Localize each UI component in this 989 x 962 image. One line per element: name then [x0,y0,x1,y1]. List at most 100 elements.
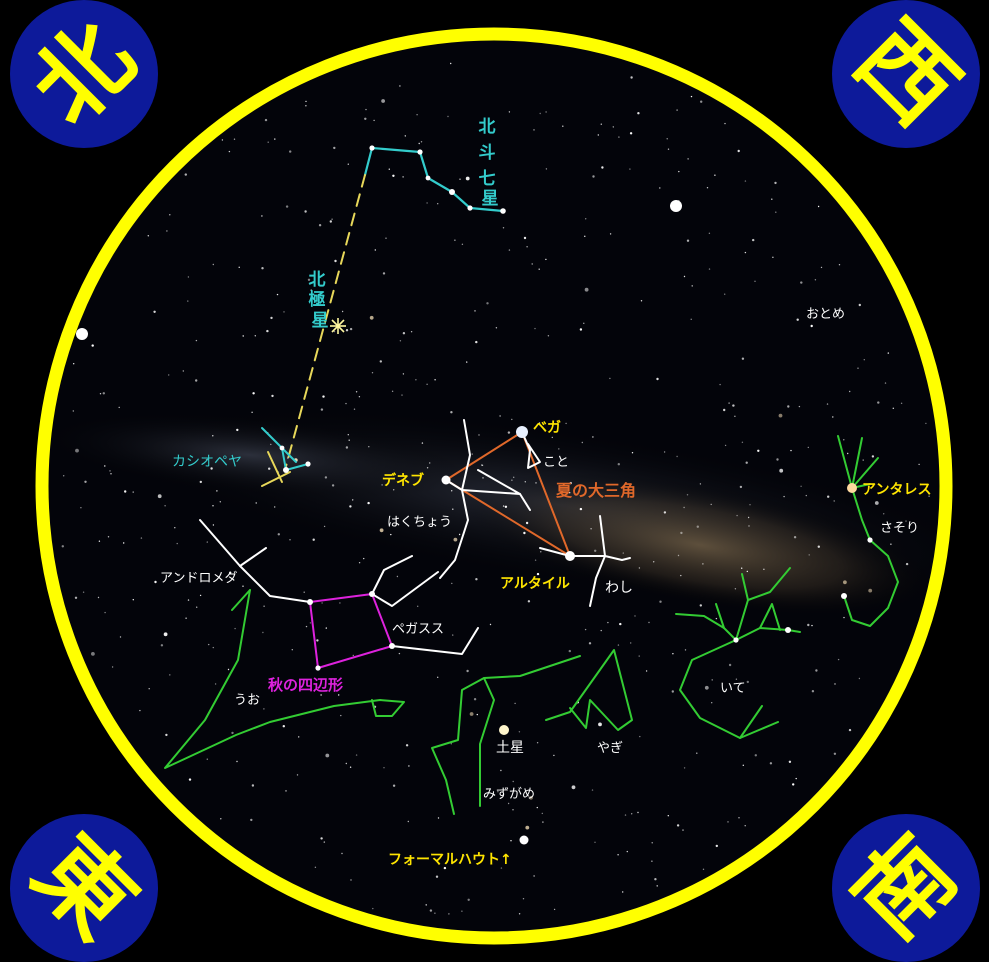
background-star [558,448,560,450]
background-star [391,390,394,392]
sagittarius-star [785,627,791,633]
background-star [683,506,685,509]
background-star [227,668,230,671]
background-star [212,646,214,649]
background-star [727,821,729,823]
background-star [523,531,526,535]
background-star [482,477,484,479]
square-star [307,599,313,605]
background-star [426,383,428,385]
background-star [164,505,166,507]
background-star [305,105,307,107]
background-star [212,505,214,507]
background-star [533,129,535,131]
background-star [341,310,344,313]
background-star [196,606,198,608]
background-star [374,249,376,251]
background-star [355,391,358,393]
background-star [622,891,624,893]
background-star [651,842,653,844]
background-star [233,138,236,140]
background-star [415,379,417,381]
background-star [168,374,170,376]
background-star [500,769,502,772]
background-star [206,541,208,543]
background-star [123,542,125,544]
background-star [810,324,813,328]
background-star [262,631,264,634]
background-star [569,481,572,485]
background-star [691,285,693,287]
andromeda-label: アンドロメダ [160,571,237,586]
bright-star [670,200,682,212]
background-star [638,655,640,657]
background-star [216,490,218,492]
background-star [236,428,239,432]
polaris-label: 北 極 星 [309,270,332,331]
background-star [437,203,439,205]
background-star [539,112,541,115]
background-star [711,679,713,681]
background-star [268,467,271,470]
background-star [398,652,401,655]
background-star [569,492,571,494]
background-star [459,178,461,180]
background-star [683,275,686,278]
background-star [724,293,726,295]
background-star [827,495,830,498]
pegasus-line [391,627,479,655]
background-star [502,227,505,229]
background-star [448,913,450,915]
background-star [289,150,292,153]
background-star [524,481,526,483]
background-star [402,373,405,375]
background-star [310,289,312,291]
background-star [538,422,541,424]
background-star [467,898,470,901]
background-star [512,809,514,811]
background-star [597,134,599,136]
bright-star [76,328,88,340]
cassiopeia-star [283,467,289,473]
background-star [594,549,597,552]
background-star [538,268,540,270]
background-star [98,540,101,542]
summer-triangle-line [445,431,571,557]
background-star [624,814,627,816]
background-star [800,281,803,284]
background-star [242,335,244,337]
background-star [407,820,409,823]
background-star [404,135,406,137]
background-star [739,485,743,489]
background-star [699,483,702,485]
background-star [465,176,470,181]
background-star [437,817,440,819]
background-star [663,451,666,453]
background-star [667,148,670,150]
scorpius-line [837,435,853,489]
background-star [702,868,705,870]
background-star [648,621,650,624]
cassiopeia-line [261,471,291,487]
capricornus-label: やぎ [597,741,623,756]
background-star [708,232,711,234]
background-star [631,452,634,454]
background-star [736,514,738,517]
background-star [147,235,149,237]
background-star [545,168,548,170]
background-star [508,111,511,113]
background-star [61,545,64,548]
background-star [251,784,255,787]
background-star [91,344,94,347]
vega-label: ベガ [533,420,561,436]
background-star [320,694,322,696]
big-dipper-label-4: 星 [482,189,499,209]
background-star [651,860,653,862]
background-star [510,840,512,842]
background-star [734,415,736,417]
big-dipper-line [363,146,374,177]
background-star [305,625,308,628]
background-star [540,551,542,553]
background-star [450,743,452,745]
background-star [513,476,515,478]
